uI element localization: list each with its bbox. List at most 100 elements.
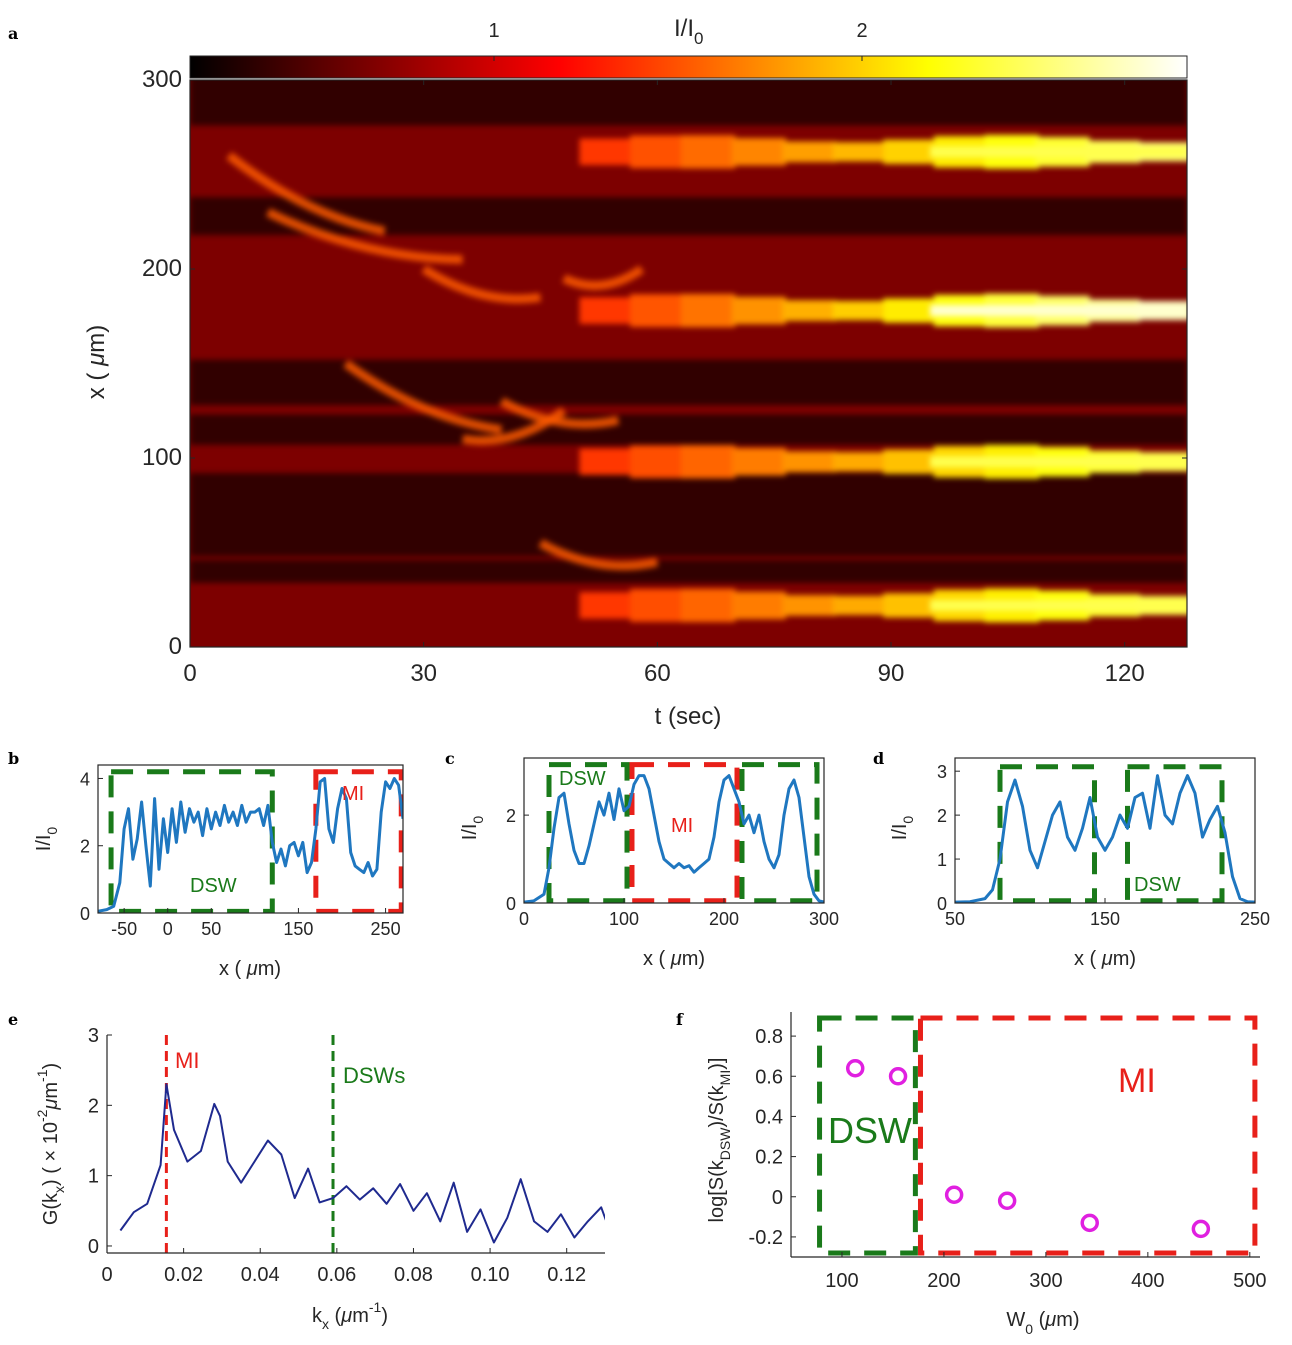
panel-b-mi-label: MI xyxy=(342,783,364,805)
panel-letter-c: c xyxy=(445,749,455,768)
x-tick-label: 120 xyxy=(1105,660,1145,687)
heatmap-arc xyxy=(499,397,620,429)
dsw-region-box xyxy=(997,764,1097,903)
heatmap-filament xyxy=(680,445,736,479)
y-tick-label: 0.8 xyxy=(755,1026,783,1048)
panel-c-plot: 0 100 200 300 0 2 x ( μm) I/I0 DSW MI xyxy=(459,757,839,970)
panel-b-ylabel: I/I0 xyxy=(33,827,60,852)
heatmap-dark-band xyxy=(190,414,1187,445)
panel-d-xlabel: x ( μm) xyxy=(1074,948,1136,970)
panel-a-ylabel: x ( μm) xyxy=(83,325,110,399)
panel-letter-d: d xyxy=(873,749,884,768)
panel-f-plot: 100 200 300 400 500-0.200.20.40.60.8 DSW MI … xyxy=(706,1012,1266,1337)
heatmap-filament xyxy=(731,591,786,620)
y-tick-label: 2 xyxy=(506,806,516,826)
colorbar-tick-label: 1 xyxy=(488,20,499,42)
x-tick-label: 0 xyxy=(163,919,173,939)
panel-e-dsw-label: DSWs xyxy=(343,1063,405,1088)
heatmap-filament xyxy=(883,298,938,323)
x-tick-label: 0.10 xyxy=(471,1264,510,1286)
mi-region-box xyxy=(917,1015,1258,1256)
x-tick-label: 250 xyxy=(1240,909,1270,929)
x-tick-label: 90 xyxy=(878,660,905,687)
panel-d-ylabel: I/I0 xyxy=(889,816,916,841)
y-tick-label: 4 xyxy=(80,769,90,789)
heatmap-filament-core xyxy=(929,304,1187,317)
x-tick-label: 0.12 xyxy=(547,1264,586,1286)
heatmap-filament xyxy=(883,139,938,164)
heatmap-arc xyxy=(538,539,659,571)
heatmap-dark-band xyxy=(190,473,1187,557)
y-tick-label: 0 xyxy=(169,633,182,660)
heatmap-filament xyxy=(832,300,888,321)
x-tick-label: 400 xyxy=(1131,1270,1164,1292)
heatmap-filament xyxy=(731,296,786,325)
data-point xyxy=(1080,1213,1099,1233)
y-tick-label: 2 xyxy=(937,806,947,826)
heatmap-filament xyxy=(579,297,634,324)
y-tick-label: 1 xyxy=(88,1166,99,1188)
data-point xyxy=(944,1185,964,1204)
panel-e-plot: 0 0.02 0.04 0.06 0.08 0.10 0.12 0 1 2 3 MI DSWs kx… xyxy=(34,1025,605,1332)
panel-b-dsw-label: DSW xyxy=(190,875,237,897)
heatmap-arc xyxy=(561,265,645,291)
x-tick-label: 0 xyxy=(519,909,529,929)
panel-b-axes-box xyxy=(97,764,404,914)
x-tick-label: 150 xyxy=(1090,909,1120,929)
colorbar-tick-label: 2 xyxy=(856,20,867,42)
y-tick-label: 0 xyxy=(80,904,90,924)
heatmap-filament xyxy=(630,589,685,622)
dsw-region-box xyxy=(739,762,820,903)
x-tick-label: 30 xyxy=(410,660,437,687)
heatmap-filament xyxy=(579,138,634,166)
panel-a-heatmap: 1 2 I/I0 0 30 60 90 120 0 100 200 300 t (sec) x … xyxy=(83,15,1188,730)
data-point xyxy=(888,1067,908,1086)
x-tick-label: 50 xyxy=(201,919,221,939)
panel-f-mi-label: MI xyxy=(1118,1062,1156,1100)
heatmap-filament xyxy=(883,593,938,618)
intensity-profile-line xyxy=(98,777,403,913)
panel-b-xlabel: x ( μm) xyxy=(219,958,281,980)
x-tick-label: 300 xyxy=(1029,1270,1062,1292)
panel-f-ylabel: log[S(kDSW)/S(kMI)] xyxy=(706,1058,733,1223)
panel-c-ylabel: I/I0 xyxy=(459,816,486,841)
y-tick-label: 0.6 xyxy=(755,1066,783,1088)
heatmap-filament-core xyxy=(929,146,1187,158)
heatmap-dark-band xyxy=(190,560,1187,583)
heatmap-filament xyxy=(630,294,685,327)
heatmap-dark-band xyxy=(190,359,1187,406)
panel-d-dsw-label: DSW xyxy=(1134,874,1181,896)
heatmap-arc xyxy=(461,407,567,446)
data-point xyxy=(1191,1219,1211,1239)
y-tick-label: 3 xyxy=(88,1025,99,1047)
y-tick-label: -0.2 xyxy=(749,1227,783,1249)
panel-letter-a: a xyxy=(8,24,18,43)
y-tick-label: 0 xyxy=(88,1236,99,1258)
x-tick-label: 0 xyxy=(101,1264,112,1286)
panel-f-dsw-label: DSW xyxy=(828,1110,912,1151)
y-tick-label: 200 xyxy=(142,255,182,282)
x-tick-label: 0.02 xyxy=(164,1264,203,1286)
y-tick-label: 0 xyxy=(937,894,947,914)
heatmap-filament xyxy=(731,138,786,166)
y-tick-label: 3 xyxy=(937,762,947,782)
x-tick-label: 100 xyxy=(609,909,639,929)
x-tick-label: 0.04 xyxy=(241,1264,280,1286)
heatmap-arc xyxy=(265,208,463,265)
heatmap-arc xyxy=(226,152,386,236)
x-tick-label: 0 xyxy=(183,660,196,687)
x-tick-label: 150 xyxy=(283,919,313,939)
colorbar-label: I/I0 xyxy=(674,15,703,48)
x-tick-label: 50 xyxy=(945,909,965,929)
heatmap-filament xyxy=(731,448,786,476)
x-tick-label: 250 xyxy=(371,919,401,939)
x-tick-label: 0.08 xyxy=(394,1264,433,1286)
heatmap-arc xyxy=(421,265,542,304)
panel-b-plot: -50 0 50 150 250 0 2 4 x ( μm) I/I0 DSW MI xyxy=(33,764,404,980)
x-tick-label: 200 xyxy=(709,909,739,929)
x-tick-label: 200 xyxy=(927,1270,960,1292)
panel-f-xlabel: W0 (μm) xyxy=(1006,1309,1079,1337)
panel-a-xlabel: t (sec) xyxy=(655,703,722,730)
x-tick-label: 500 xyxy=(1233,1270,1266,1292)
mi-region-box xyxy=(629,762,740,903)
